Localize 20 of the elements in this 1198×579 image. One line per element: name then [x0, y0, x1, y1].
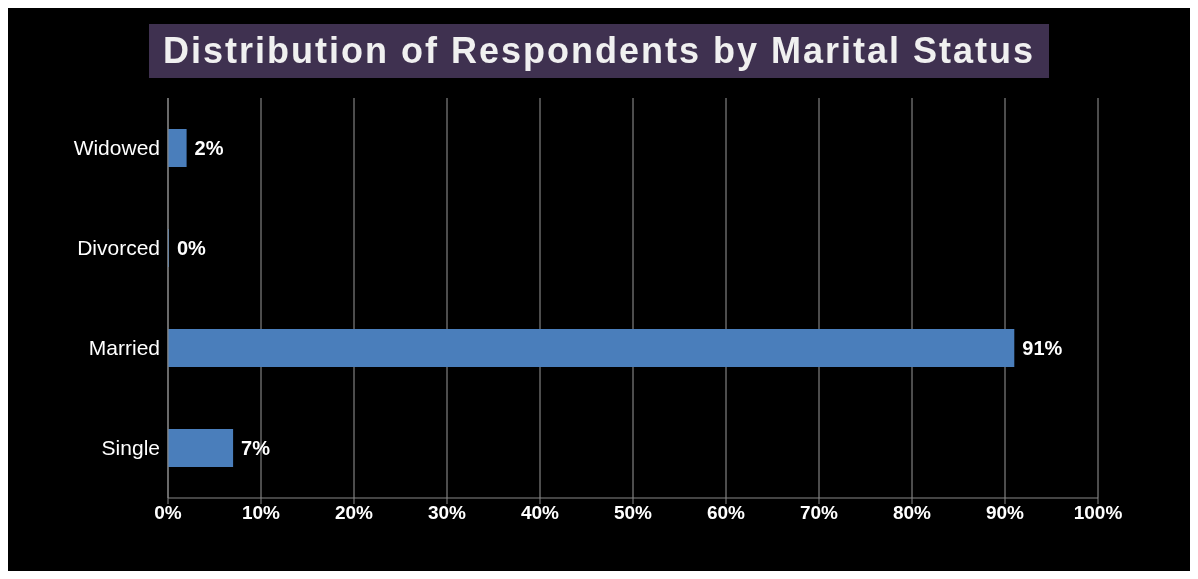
data-label: 0% [177, 237, 207, 259]
y-tick-label: Widowed [73, 136, 160, 160]
x-tick-label: 10% [241, 502, 281, 524]
x-tick-label: 0% [154, 502, 182, 524]
x-tick-label: 20% [334, 502, 374, 524]
y-tick-label: Single [101, 436, 160, 460]
y-tick-label: Divorced [77, 236, 160, 260]
x-tick-label: 100% [1073, 502, 1123, 524]
x-tick-label: 90% [985, 502, 1025, 524]
x-tick-label: 60% [706, 502, 746, 524]
x-tick-label: 40% [520, 502, 560, 524]
data-label: 91% [1022, 337, 1063, 359]
x-tick-label: 30% [427, 502, 467, 524]
x-tick-label: 80% [892, 502, 932, 524]
data-label: 2% [194, 137, 224, 159]
x-tick-label: 70% [799, 502, 839, 524]
y-tick-label: Married [88, 336, 160, 360]
data-label: 7% [241, 437, 271, 459]
chart-title: Distribution of Respondents by Marital Status [148, 24, 1050, 78]
x-tick-label: 50% [613, 502, 653, 524]
